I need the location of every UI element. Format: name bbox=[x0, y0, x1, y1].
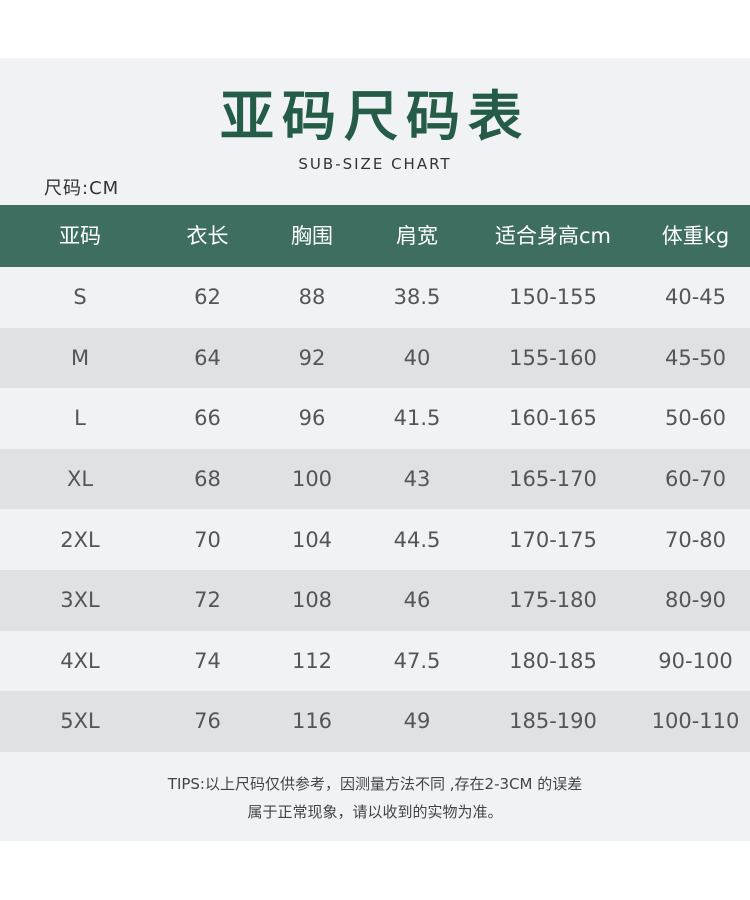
table-cell: 4XL bbox=[60, 648, 100, 673]
table-cell: 112 bbox=[291, 648, 333, 673]
table-cell: 62 bbox=[194, 285, 221, 310]
table-cell: 116 bbox=[291, 709, 333, 734]
table-row: 5XL 76 116 49 185-190 100-110 bbox=[0, 691, 750, 752]
table-cell: 100 bbox=[291, 467, 333, 492]
table-cell: 180-185 bbox=[509, 648, 597, 673]
column-header: 衣长 bbox=[186, 224, 229, 248]
table-row: 4XL 74 112 47.5 180-185 90-100 bbox=[0, 630, 750, 692]
tips-line-1: TIPS:以上尺码仅供参考，因测量方法不同 ,存在2-3CM 的误差 bbox=[167, 775, 583, 793]
unit-label: 尺码:CM bbox=[44, 178, 120, 199]
column-header: 胸围 bbox=[291, 224, 333, 248]
table-cell: 74 bbox=[194, 648, 221, 673]
column-header: 肩宽 bbox=[396, 224, 438, 248]
table-cell: 76 bbox=[194, 709, 221, 734]
table-row: S 62 88 38.5 150-155 40-45 bbox=[0, 267, 750, 328]
table-cell: 38.5 bbox=[393, 285, 441, 310]
table-cell: 175-180 bbox=[509, 588, 597, 613]
table-cell: 108 bbox=[291, 588, 333, 613]
table-cell: XL bbox=[66, 467, 94, 492]
table-cell: 44.5 bbox=[393, 527, 441, 552]
table-cell: 96 bbox=[298, 406, 326, 431]
table-cell: 90-100 bbox=[658, 648, 733, 673]
table-cell: 2XL bbox=[60, 527, 100, 552]
table-cell: 46 bbox=[403, 588, 431, 613]
table-cell: M bbox=[70, 345, 90, 370]
table-cell: 165-170 bbox=[509, 467, 597, 492]
table-cell: 43 bbox=[403, 467, 431, 492]
table-cell: 72 bbox=[194, 588, 221, 613]
table-row: XL 68 100 43 165-170 60-70 bbox=[0, 448, 750, 510]
column-header: 亚码 bbox=[59, 224, 101, 248]
table-cell: S bbox=[73, 285, 87, 310]
table-cell: 45-50 bbox=[664, 345, 727, 370]
table-cell: 92 bbox=[298, 345, 326, 370]
table-cell: 47.5 bbox=[393, 648, 441, 673]
column-header: 适合身高cm bbox=[494, 224, 611, 248]
table-row: 2XL 70 104 44.5 170-175 70-80 bbox=[0, 509, 750, 570]
tips-line-2: 属于正常现象，请以收到的实物为准。 bbox=[247, 803, 503, 821]
table-cell: 50-60 bbox=[664, 406, 727, 431]
table-cell: 104 bbox=[291, 527, 333, 552]
table-cell: 155-160 bbox=[509, 345, 597, 370]
table-cell: 170-175 bbox=[509, 527, 597, 552]
tips-note: TIPS:以上尺码仅供参考，因测量方法不同 ,存在2-3CM 的误差 属于正常现… bbox=[0, 770, 750, 826]
table-cell: 40 bbox=[403, 345, 431, 370]
page-title: 亚码尺码表 bbox=[220, 85, 530, 148]
page-subtitle: SUB-SIZE CHART bbox=[298, 155, 452, 173]
size-table: 亚码 衣长 胸围 肩宽 适合身高cm 体重kg S 62 88 38.5 150-155 40-45… bbox=[0, 205, 750, 752]
table-cell: 49 bbox=[403, 709, 431, 734]
table-body: S 62 88 38.5 150-155 40-45 M 64 92 40 155-160 45-50… bbox=[0, 267, 750, 752]
table-cell: 185-190 bbox=[509, 709, 597, 734]
table-cell: 70 bbox=[194, 527, 221, 552]
table-cell: 150-155 bbox=[509, 285, 597, 310]
table-cell: 100-110 bbox=[651, 709, 740, 734]
table-cell: 70-80 bbox=[664, 527, 727, 552]
table-cell: L bbox=[74, 406, 86, 431]
table-cell: 80-90 bbox=[664, 588, 727, 613]
table-header-row: 亚码 衣长 胸围 肩宽 适合身高cm 体重kg bbox=[0, 205, 750, 267]
column-header: 体重kg bbox=[661, 224, 730, 248]
table-cell: 60-70 bbox=[664, 467, 727, 492]
table-cell: 88 bbox=[298, 285, 326, 310]
table-cell: 68 bbox=[194, 467, 221, 492]
table-cell: 3XL bbox=[60, 588, 100, 613]
table-cell: 160-165 bbox=[509, 406, 597, 431]
table-row: 3XL 72 108 46 175-180 80-90 bbox=[0, 569, 750, 631]
table-cell: 41.5 bbox=[393, 406, 441, 431]
table-cell: 64 bbox=[194, 345, 221, 370]
table-cell: 5XL bbox=[60, 709, 100, 734]
table-row: L 66 96 41.5 160-165 50-60 bbox=[0, 388, 750, 449]
table-row: M 64 92 40 155-160 45-50 bbox=[0, 327, 750, 389]
table-cell: 66 bbox=[194, 406, 221, 431]
table-cell: 40-45 bbox=[664, 285, 727, 310]
